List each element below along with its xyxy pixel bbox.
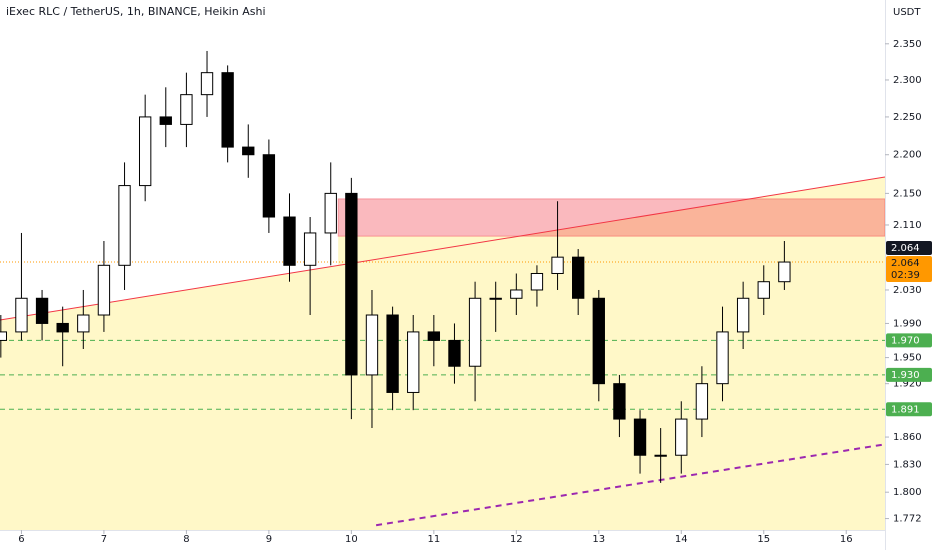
y-tick-label: 2.250 (893, 112, 922, 123)
candle-body (427, 331, 441, 341)
chart-title: iExec RLC / TetherUS, 1h, BINANCE, Heiki… (6, 5, 266, 18)
y-tick-label: 1.772 (893, 514, 922, 525)
y-tick-label: 2.030 (893, 285, 922, 296)
y-tick-label: 1.950 (893, 353, 922, 364)
y-tick-label: 2.300 (893, 75, 922, 86)
candle-body (159, 116, 172, 125)
y-tick-label: 1.860 (893, 432, 922, 443)
candle-body (736, 297, 750, 333)
candle-body (386, 314, 399, 393)
candle-body (283, 216, 296, 266)
price-badge (886, 402, 932, 417)
x-tick-label: 11 (427, 534, 440, 545)
candle-body (757, 281, 770, 299)
candle-body (407, 331, 420, 393)
candle-body (572, 256, 585, 299)
x-tick-label: 15 (757, 534, 770, 545)
price-badge (886, 333, 932, 348)
zone (337, 198, 886, 237)
candle-body (695, 383, 709, 420)
currency-label: USDT (893, 7, 921, 18)
y-tick-label: 2.200 (893, 150, 922, 161)
candle-body (510, 289, 523, 299)
y-tick-label: 1.800 (893, 487, 922, 498)
candle-body (613, 383, 626, 420)
candle-body (633, 418, 647, 456)
candle-body (468, 297, 482, 367)
candle-body (15, 297, 28, 333)
candle-body (551, 256, 564, 274)
candle-body (262, 154, 276, 218)
price-badge (886, 256, 932, 283)
y-tick-label: 1.990 (893, 318, 922, 329)
candle-body (675, 418, 688, 456)
candle-body (778, 261, 791, 283)
price-badge-label: 2.064 (891, 243, 920, 254)
x-tick-label: 12 (510, 534, 523, 545)
candle-body (365, 314, 379, 376)
x-tick-label: 16 (840, 534, 853, 545)
x-tick-label: 14 (675, 534, 688, 545)
x-tick-label: 10 (345, 534, 358, 545)
candle-body (0, 331, 7, 341)
candle-body (716, 331, 729, 385)
price-badge-label: 1.891 (891, 404, 920, 415)
candle-body (489, 297, 502, 300)
candle-body (530, 272, 544, 291)
candle-body (35, 297, 49, 324)
price-badge-label: 1.930 (891, 370, 920, 381)
countdown: 02:39 (891, 270, 920, 281)
candle-body (448, 339, 461, 367)
candle-body (77, 314, 90, 333)
highlight-fill (338, 236, 885, 531)
candle-body (654, 454, 667, 457)
candle-body (180, 94, 193, 125)
trendline (0, 176, 886, 321)
x-tick-label: 9 (266, 534, 272, 545)
x-tick-label: 8 (183, 534, 189, 545)
candle-body (592, 297, 605, 385)
x-tick-label: 13 (592, 534, 605, 545)
x-tick-label: 6 (18, 534, 24, 545)
candle-body (200, 72, 214, 96)
candle-body (221, 72, 234, 148)
candle-body (345, 192, 358, 376)
y-tick-label: 2.350 (893, 39, 922, 50)
price-badge (886, 241, 932, 256)
candle-body (56, 322, 69, 333)
price-badge-label: 1.970 (891, 335, 920, 346)
candle-body (118, 185, 131, 266)
price-badge-label: 2.064 (891, 258, 920, 269)
candle-body (303, 232, 317, 266)
y-tick-label: 1.830 (893, 459, 922, 470)
trendline (375, 443, 886, 527)
y-tick-label: 2.150 (893, 188, 922, 199)
y-tick-label: 1.920 (893, 379, 922, 390)
candle-body (138, 116, 152, 187)
candle-body (324, 192, 337, 234)
y-tick-label: 2.110 (893, 220, 922, 231)
plot-area (0, 50, 886, 531)
x-tick-label: 7 (101, 534, 107, 545)
price-badge (886, 367, 932, 382)
candle-body (242, 146, 255, 156)
candle-body (97, 264, 111, 316)
